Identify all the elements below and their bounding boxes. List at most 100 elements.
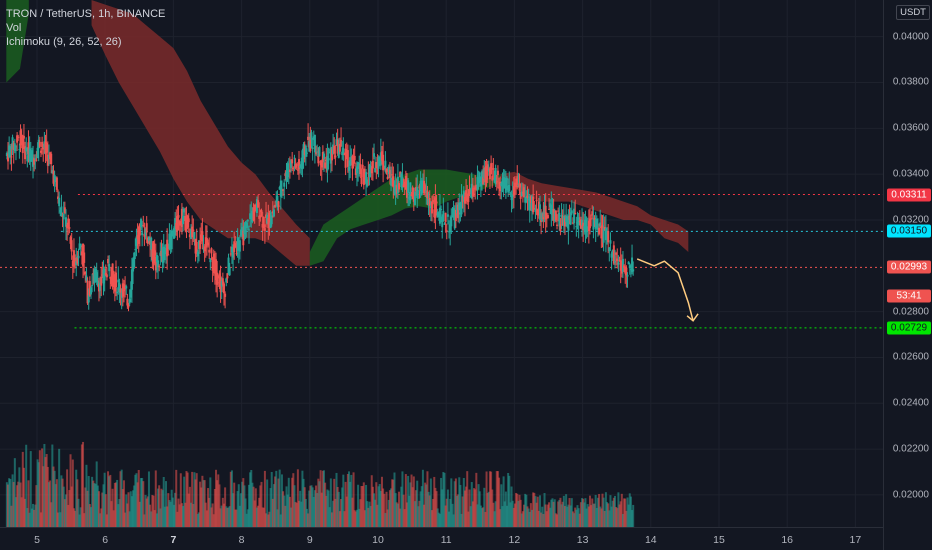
candle-body — [395, 185, 398, 194]
candle-body — [403, 181, 406, 186]
candle-body — [424, 185, 427, 193]
ichimoku-indicator-label[interactable]: Ichimoku (9, 26, 52, 26) — [6, 36, 122, 48]
volume-bar — [543, 493, 546, 527]
volume-bar — [313, 490, 316, 527]
price-tag: 0.02729 — [887, 321, 931, 335]
candle-body — [95, 272, 98, 283]
candle-body — [227, 257, 230, 274]
volume-bar — [165, 481, 168, 527]
volume-bar — [512, 507, 515, 527]
candle-body — [423, 180, 426, 194]
candle-body — [543, 205, 546, 218]
volume-bar — [438, 513, 441, 527]
volume-bar — [163, 506, 166, 527]
price-tag: 0.03311 — [887, 188, 931, 202]
volume-bar — [551, 498, 554, 527]
volume-bar — [561, 501, 564, 527]
volume-bar — [12, 482, 15, 527]
price-tag: 0.02993 — [887, 260, 931, 274]
candle-body — [245, 222, 248, 228]
candle-body — [380, 151, 383, 161]
candle-body — [503, 180, 506, 188]
candle-body — [584, 219, 587, 233]
candle-body — [433, 209, 436, 218]
volume-bar — [103, 472, 106, 527]
volume-bar — [458, 477, 461, 527]
candle-body — [291, 159, 294, 164]
candle-body — [440, 208, 443, 210]
candle-body — [415, 186, 418, 191]
candle-body — [246, 219, 249, 222]
candle-body — [429, 206, 432, 209]
candle-body — [317, 156, 320, 164]
candle-body — [616, 258, 619, 262]
volume-bar — [515, 492, 518, 527]
volume-bar — [27, 480, 30, 527]
volume-bar — [493, 511, 496, 527]
candle-body — [340, 139, 343, 147]
volume-bar — [86, 490, 89, 527]
volume-bar — [363, 510, 366, 527]
candle-body — [152, 243, 155, 264]
symbol-title[interactable]: TRON / TetherUS, 1h, BINANCE — [6, 8, 166, 20]
currency-unit-button[interactable]: USDT — [896, 5, 930, 20]
volume-bar — [420, 486, 423, 527]
candle-body — [167, 254, 170, 256]
volume-bar — [378, 484, 381, 527]
volume-bar — [359, 499, 362, 527]
volume-bar — [352, 472, 355, 527]
candle-body — [578, 220, 581, 223]
candle-body — [550, 204, 553, 215]
volume-bar — [218, 484, 221, 527]
volume-bar — [527, 508, 530, 527]
volume-bar — [518, 494, 521, 527]
volume-bar — [11, 474, 14, 527]
volume-bar — [57, 512, 60, 527]
volume-bar — [446, 489, 449, 527]
candle-body — [230, 246, 233, 253]
candle-body — [419, 180, 422, 192]
time-tick-label: 17 — [849, 534, 862, 546]
candle-body — [534, 208, 537, 212]
volume-bar — [244, 498, 247, 527]
volume-bar — [604, 492, 607, 527]
volume-bar — [400, 486, 403, 527]
candle-body — [122, 284, 125, 292]
volume-indicator-label[interactable]: Vol — [6, 22, 22, 34]
volume-bar — [117, 504, 120, 527]
volume-bar — [236, 491, 239, 527]
candle-body — [601, 225, 604, 238]
candle-body — [294, 164, 297, 168]
volume-bar — [629, 496, 632, 527]
volume-bar — [110, 501, 113, 527]
candle-body — [274, 204, 277, 208]
candle-body — [168, 233, 171, 250]
volume-bar — [600, 508, 603, 527]
volume-bar — [245, 513, 248, 527]
candle-body — [451, 215, 454, 217]
volume-bar — [205, 510, 208, 527]
volume-bar — [122, 480, 125, 527]
volume-bar — [275, 470, 278, 527]
volume-bar — [41, 448, 44, 527]
volume-bar — [544, 504, 547, 527]
volume-bar — [535, 502, 538, 527]
candle-body — [319, 160, 322, 166]
volume-bar — [253, 500, 256, 527]
candle-body — [333, 145, 336, 154]
candle-body — [544, 205, 547, 220]
candle-body — [79, 243, 82, 247]
time-tick-label: 13 — [576, 534, 589, 546]
volume-bar — [558, 499, 561, 527]
candle-body — [10, 156, 13, 158]
price-axis[interactable]: USDT 0.04000 0.03800 0.03600 0.03400 0.03200… — [883, 0, 932, 550]
volume-bar — [116, 479, 119, 527]
candle-body — [323, 153, 326, 160]
candle-body — [204, 237, 207, 248]
volume-bar — [172, 504, 175, 527]
candle-body — [561, 215, 564, 226]
candle-body — [387, 166, 390, 175]
volume-bar — [60, 475, 63, 527]
